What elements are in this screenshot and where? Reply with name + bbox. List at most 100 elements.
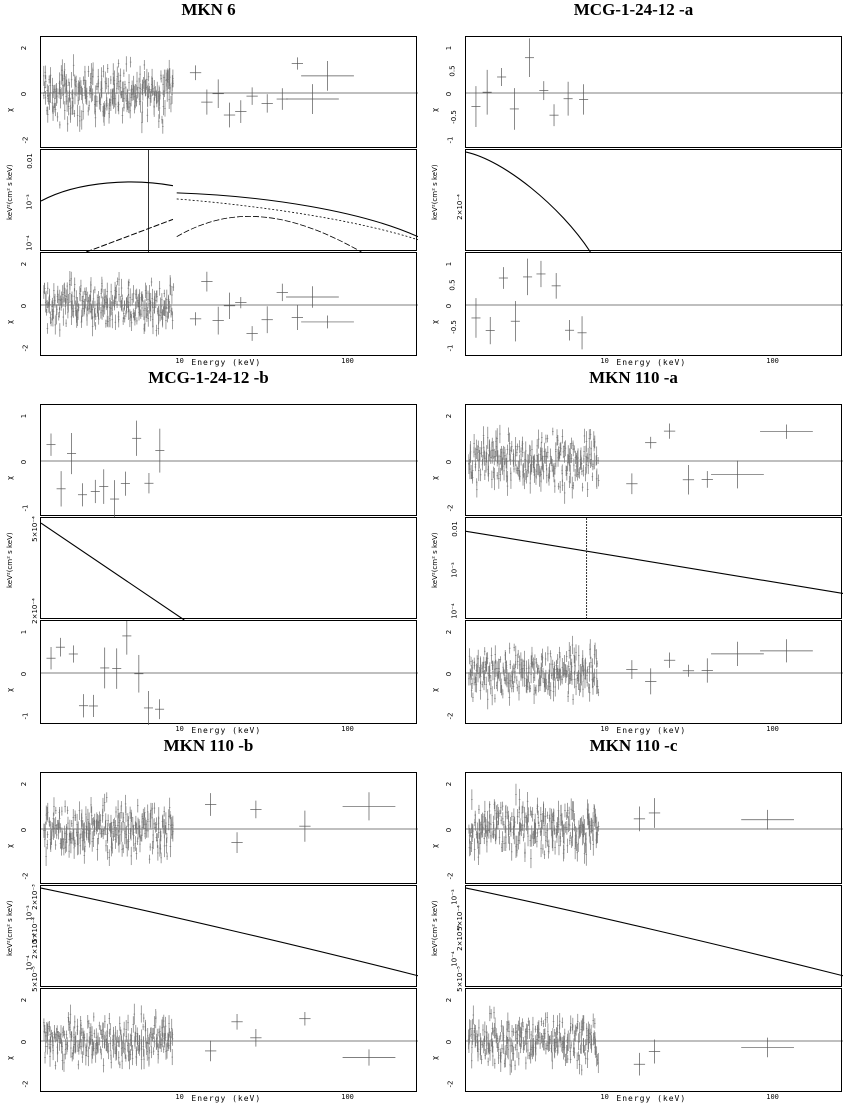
residual-point <box>47 301 49 313</box>
residual-point <box>575 644 577 661</box>
residual-point <box>483 813 485 831</box>
residual-point <box>48 288 51 306</box>
residual-point <box>132 1016 135 1033</box>
residual-panel <box>465 36 843 148</box>
residual-point <box>125 56 128 72</box>
residual-point <box>89 823 91 845</box>
residual-point <box>478 804 480 814</box>
residual-point <box>570 1015 572 1032</box>
residual-point <box>554 462 556 475</box>
residual-point <box>553 1028 556 1037</box>
residual-point <box>535 657 538 668</box>
residual-point <box>138 92 141 106</box>
model-curve <box>466 530 843 595</box>
residual-point <box>137 1032 139 1051</box>
residual-point <box>106 792 108 803</box>
residual-point <box>569 673 571 684</box>
residual-point <box>506 476 509 496</box>
residual-point <box>127 280 130 296</box>
residual-point <box>97 80 99 94</box>
residual-point <box>587 1028 590 1046</box>
residual-point <box>100 307 102 319</box>
residual-point <box>573 445 576 453</box>
residual-point <box>551 659 554 669</box>
y-tick-label: 10⁻³ <box>450 889 459 905</box>
residual-point <box>132 75 135 95</box>
residual-point <box>62 74 64 97</box>
residual-point <box>575 452 578 460</box>
residual-point <box>497 820 499 829</box>
residual-point <box>172 283 175 291</box>
residual-point <box>157 91 160 111</box>
residual-point <box>502 1044 505 1054</box>
residual-point <box>212 306 224 335</box>
residual-point <box>479 833 481 855</box>
residual-point <box>98 295 101 311</box>
residual-point <box>129 806 131 820</box>
residual-point <box>62 838 65 846</box>
residual-point <box>528 1052 531 1060</box>
residual-point <box>541 648 544 668</box>
residual-point <box>53 797 55 816</box>
residual-point <box>154 822 157 833</box>
residual-point <box>117 311 120 323</box>
residual-point <box>142 1023 144 1031</box>
residual-point <box>548 463 551 479</box>
residual-point <box>548 663 551 684</box>
residual-point <box>555 454 557 468</box>
residual-point <box>125 86 127 102</box>
residual-point <box>55 304 58 325</box>
residual-point <box>481 664 483 673</box>
residual-point <box>490 683 492 695</box>
residual-point <box>92 62 94 78</box>
residual-point <box>593 452 596 470</box>
residual-point <box>170 814 172 837</box>
residual-point <box>80 829 82 839</box>
residual-point <box>155 324 158 337</box>
residual-point <box>494 1058 496 1069</box>
residual-point <box>125 297 128 312</box>
residual-point <box>557 671 560 690</box>
residual-point <box>49 829 52 850</box>
residual-point <box>545 678 548 690</box>
residual-point <box>586 453 588 463</box>
residual-point <box>581 821 584 832</box>
residual-point <box>470 656 472 667</box>
residual-point <box>585 832 587 846</box>
plot-area <box>41 54 418 134</box>
model-curve <box>41 522 185 620</box>
residual-point <box>547 646 549 662</box>
residual-point <box>130 846 132 866</box>
residual-point <box>169 83 171 93</box>
residual-point <box>551 459 553 473</box>
residual-point <box>110 283 112 300</box>
residual-point <box>139 297 141 317</box>
residual-point <box>540 1033 543 1044</box>
residual-point <box>550 656 552 673</box>
residual-point <box>91 818 94 829</box>
residual-point <box>50 1036 52 1053</box>
residual-point <box>167 1032 169 1051</box>
x-tick-label: 100 <box>766 357 779 365</box>
residual-point <box>94 108 97 128</box>
residual-point <box>527 1017 530 1026</box>
residual-point <box>590 1035 593 1053</box>
residual-panel <box>40 620 418 725</box>
residual-point <box>580 457 583 470</box>
y-tick-label: -2 <box>21 344 30 352</box>
residual-point <box>301 315 354 329</box>
residual-point <box>588 429 591 448</box>
plot-area <box>466 151 591 252</box>
residual-point <box>99 1046 102 1054</box>
y-axis-label: χ <box>6 687 14 692</box>
residual-point <box>56 1043 59 1063</box>
x-axis-label: Energy (keV) <box>616 1094 687 1103</box>
residual-point <box>490 1009 492 1019</box>
residual-point <box>80 813 83 829</box>
residual-point <box>556 817 559 836</box>
residual-point <box>555 660 558 671</box>
residual-point <box>594 642 596 658</box>
residual-point <box>72 54 75 77</box>
residual-point <box>474 1035 477 1047</box>
residual-point <box>46 300 48 308</box>
